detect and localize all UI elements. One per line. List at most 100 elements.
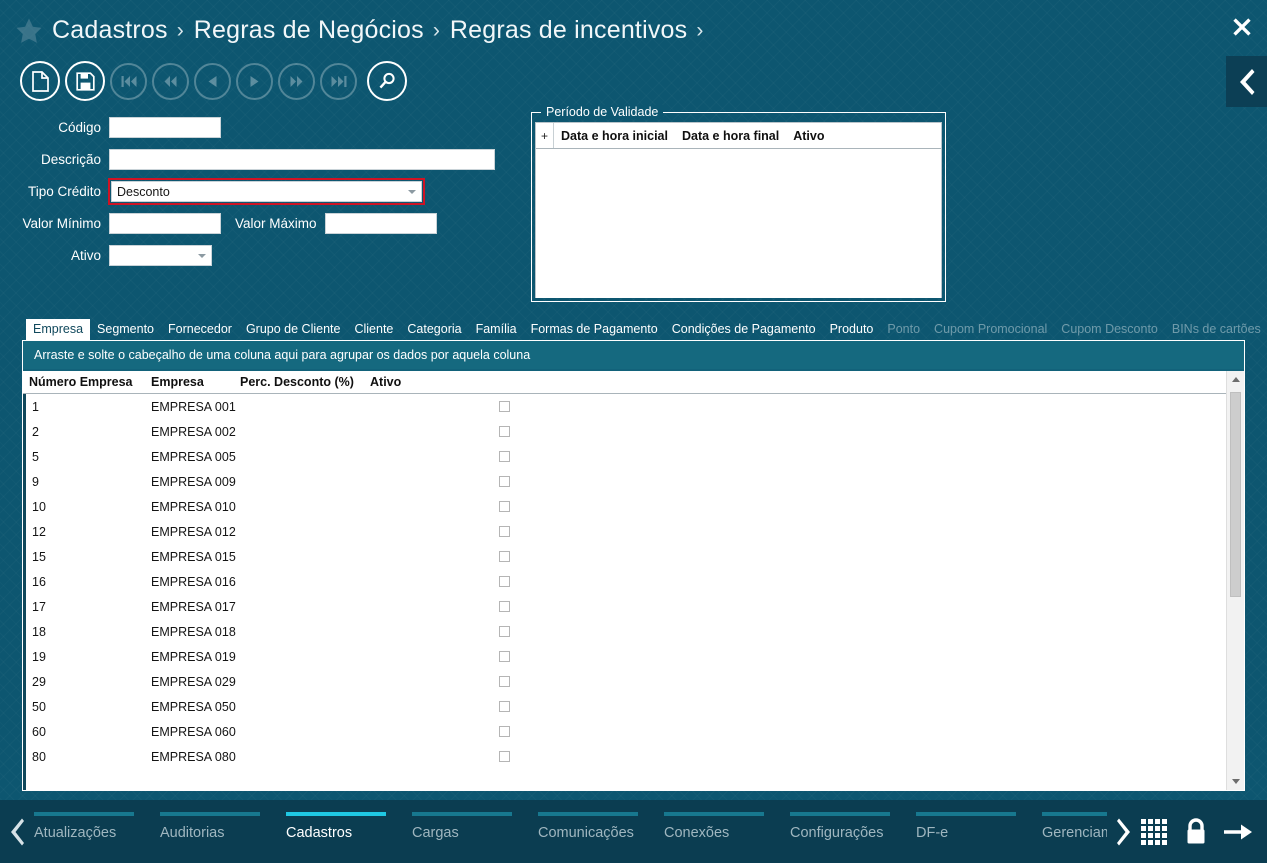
ativo-checkbox[interactable]	[499, 726, 510, 737]
ativo-select[interactable]	[109, 245, 212, 266]
table-row[interactable]: 10 EMPRESA 010	[26, 494, 1226, 519]
close-button[interactable]	[1223, 8, 1261, 46]
column-data-hora-inicial[interactable]: Data e hora inicial	[561, 128, 668, 143]
nav-item-atualiza-es[interactable]: Atualizações	[34, 812, 160, 841]
table-row[interactable]: 19 EMPRESA 019	[26, 644, 1226, 669]
ativo-checkbox[interactable]	[499, 501, 510, 512]
table-row[interactable]: 17 EMPRESA 017	[26, 594, 1226, 619]
table-row[interactable]: 50 EMPRESA 050	[26, 694, 1226, 719]
cell-numero-empresa: 16	[32, 574, 46, 589]
ativo-checkbox[interactable]	[499, 551, 510, 562]
ativo-checkbox[interactable]	[499, 426, 510, 437]
save-button[interactable]	[65, 61, 105, 101]
breadcrumb-item-regras-de-incentivos[interactable]: Regras de incentivos	[449, 16, 688, 44]
arrow-right-icon	[1224, 824, 1252, 839]
ativo-checkbox[interactable]	[499, 751, 510, 762]
table-row[interactable]: 2 EMPRESA 002	[26, 419, 1226, 444]
tipo-credito-select[interactable]: Desconto	[108, 178, 425, 205]
column-perc-desconto[interactable]: Perc. Desconto (%)	[240, 375, 354, 389]
column-empresa[interactable]: Empresa	[151, 375, 204, 389]
previous-record-button[interactable]	[194, 62, 231, 100]
valor-minimo-input[interactable]	[109, 213, 221, 234]
ativo-checkbox[interactable]	[499, 526, 510, 537]
tab-fornecedor[interactable]: Fornecedor	[168, 322, 232, 336]
favorite-star-icon[interactable]	[14, 16, 44, 46]
table-row[interactable]: 80 EMPRESA 080	[26, 744, 1226, 769]
column-numero-empresa[interactable]: Número Empresa	[29, 375, 133, 389]
new-record-button[interactable]	[20, 61, 60, 101]
ativo-checkbox[interactable]	[499, 626, 510, 637]
table-row[interactable]: 29 EMPRESA 029	[26, 669, 1226, 694]
ativo-checkbox[interactable]	[499, 451, 510, 462]
next-page-button[interactable]	[278, 62, 315, 100]
breadcrumb-item-cadastros[interactable]: Cadastros	[52, 16, 168, 44]
nav-item-comunica-es[interactable]: Comunicações	[538, 812, 664, 841]
ativo-checkbox[interactable]	[499, 651, 510, 662]
table-row[interactable]: 15 EMPRESA 015	[26, 544, 1226, 569]
tab-cliente[interactable]: Cliente	[354, 322, 394, 336]
ativo-checkbox[interactable]	[499, 476, 510, 487]
search-button[interactable]	[367, 61, 407, 101]
table-row[interactable]: 1 EMPRESA 001	[26, 394, 1226, 419]
ativo-checkbox[interactable]	[499, 701, 510, 712]
valor-maximo-input[interactable]	[324, 213, 437, 234]
ativo-checkbox[interactable]	[499, 576, 510, 587]
tab-formas-de-pagamento[interactable]: Formas de Pagamento	[530, 322, 658, 336]
first-record-button[interactable]	[110, 62, 147, 100]
breadcrumb-item-regras-de-negocios[interactable]: Regras de Negócios	[193, 16, 424, 44]
ativo-checkbox[interactable]	[499, 676, 510, 687]
nav-item-label: Auditorias	[160, 825, 225, 841]
add-periodo-button[interactable]: +	[536, 123, 554, 148]
nav-item-configura-es[interactable]: Configurações	[790, 812, 916, 841]
grid-vertical-scrollbar[interactable]	[1226, 371, 1244, 790]
scroll-up-button[interactable]	[1227, 371, 1244, 388]
tab-produto[interactable]: Produto	[829, 322, 874, 336]
lock-button[interactable]	[1183, 817, 1209, 847]
table-row[interactable]: 18 EMPRESA 018	[26, 619, 1226, 644]
tab-grupo-de-cliente[interactable]: Grupo de Cliente	[245, 322, 341, 336]
periodo-validade-header-row: + Data e hora inicial Data e hora final …	[536, 123, 941, 149]
apps-grid-button[interactable]	[1141, 818, 1169, 845]
previous-page-button[interactable]	[152, 62, 189, 100]
tab-empresa[interactable]: Empresa	[26, 319, 91, 340]
table-row[interactable]: 9 EMPRESA 009	[26, 469, 1226, 494]
cell-empresa: EMPRESA 016	[151, 574, 236, 589]
nav-item-df-e[interactable]: DF-e	[916, 812, 1042, 841]
last-record-button[interactable]	[320, 62, 357, 100]
scrollbar-thumb[interactable]	[1230, 392, 1241, 597]
codigo-input[interactable]	[109, 117, 221, 138]
nav-item-cargas[interactable]: Cargas	[412, 812, 538, 841]
tab-categoria[interactable]: Categoria	[407, 322, 462, 336]
collapse-sidebar-button[interactable]	[1226, 56, 1267, 107]
column-ativo[interactable]: Ativo	[370, 375, 402, 389]
nav-item-auditorias[interactable]: Auditorias	[160, 812, 286, 841]
field-row-valores: Valor Mínimo Valor Máximo	[0, 209, 510, 238]
bottom-navigation: Atualizações Auditorias Cadastros Cargas Com…	[0, 800, 1267, 863]
logout-button[interactable]	[1223, 819, 1253, 845]
tab-condi-es-de-pagamento[interactable]: Condições de Pagamento	[671, 322, 816, 336]
nav-item-indicator	[286, 812, 386, 816]
scroll-down-button[interactable]	[1227, 773, 1244, 790]
group-by-drop-area[interactable]: Arraste e solte o cabeçalho de uma colun…	[23, 341, 1244, 369]
table-row[interactable]: 60 EMPRESA 060	[26, 719, 1226, 744]
nav-scroll-right-button[interactable]	[1107, 800, 1141, 863]
ativo-checkbox[interactable]	[499, 401, 510, 412]
descricao-input[interactable]	[109, 149, 495, 170]
column-data-hora-final[interactable]: Data e hora final	[681, 128, 780, 143]
chevron-down-icon	[404, 182, 419, 201]
nav-item-cadastros[interactable]: Cadastros	[286, 812, 412, 841]
cell-numero-empresa: 2	[32, 424, 39, 439]
tab-fam-lia[interactable]: Família	[475, 322, 517, 336]
ativo-checkbox[interactable]	[499, 601, 510, 612]
column-ativo[interactable]: Ativo	[793, 128, 825, 143]
next-record-button[interactable]	[236, 62, 273, 100]
tab-segmento[interactable]: Segmento	[97, 322, 155, 336]
nav-item-gerenciamento[interactable]: Gerenciamento	[1042, 812, 1107, 841]
scrollbar-track[interactable]	[1227, 388, 1244, 773]
table-row[interactable]: 12 EMPRESA 012	[26, 519, 1226, 544]
table-row[interactable]: 16 EMPRESA 016	[26, 569, 1226, 594]
empresa-panel: Arraste e solte o cabeçalho de uma colun…	[22, 340, 1245, 791]
nav-scroll-left-button[interactable]	[0, 800, 34, 863]
nav-item-conex-es[interactable]: Conexões	[664, 812, 790, 841]
table-row[interactable]: 5 EMPRESA 005	[26, 444, 1226, 469]
